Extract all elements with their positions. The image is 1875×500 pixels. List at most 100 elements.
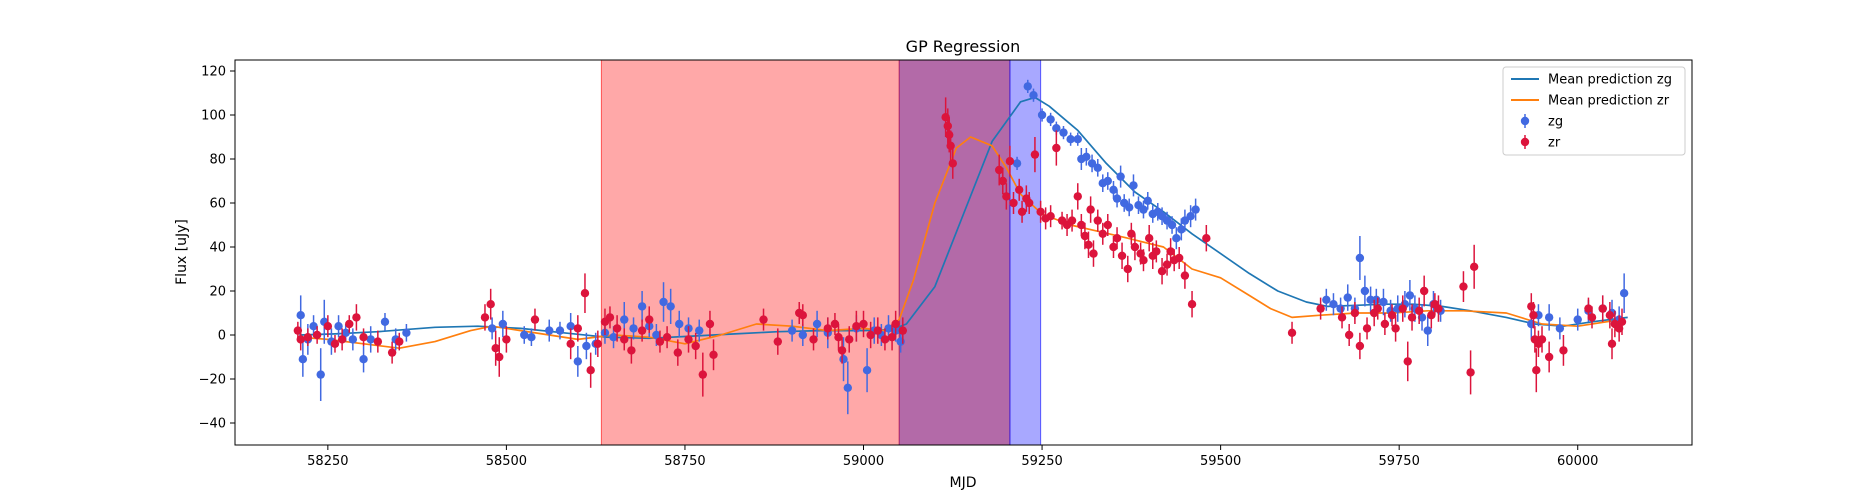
zg-marker [1191, 205, 1200, 214]
zg-point [316, 348, 325, 401]
zg-marker [1423, 326, 1432, 335]
zr-point [1529, 302, 1538, 329]
zr-marker [1466, 368, 1475, 377]
zr-marker [1380, 319, 1390, 329]
zr-marker [312, 330, 322, 340]
zr-marker [1162, 260, 1172, 269]
zr-point [1174, 247, 1184, 269]
zr-marker [1036, 207, 1045, 216]
zr-marker [1098, 229, 1107, 238]
zr-point [387, 341, 397, 364]
zr-point [898, 317, 907, 344]
shaded-region-3 [1009, 59, 1042, 446]
zr-point [1316, 297, 1325, 320]
zg-marker [1139, 205, 1148, 214]
zg-point [1093, 159, 1102, 177]
y-axis-label: Flux [uJy] [174, 219, 190, 285]
zg-point [1555, 317, 1565, 340]
zr-marker [1344, 330, 1354, 340]
zr-point [1344, 324, 1354, 346]
zr-marker [1109, 242, 1118, 252]
zr-marker [830, 319, 840, 329]
zr-point [495, 337, 504, 377]
zg-marker [366, 335, 375, 344]
zr-point [1373, 297, 1382, 320]
zg-point [1103, 172, 1112, 190]
zr-marker [1403, 357, 1412, 366]
zr-marker [1532, 366, 1541, 375]
mean-prediction-zr-line [299, 136, 1621, 350]
zg-marker [380, 317, 390, 326]
zr-marker [798, 311, 808, 320]
zr-point [845, 326, 854, 353]
zr-point [1052, 130, 1061, 166]
zr-marker [1077, 220, 1086, 230]
zr-point [1086, 196, 1095, 223]
zr-marker [1187, 300, 1197, 309]
zr-point [1144, 225, 1154, 252]
chart-title: GP Regression [906, 37, 1021, 56]
zg-marker [1343, 293, 1352, 302]
zg-marker [566, 322, 575, 331]
zg-marker [545, 326, 554, 335]
zr-point [880, 328, 890, 351]
zg-point [1082, 148, 1091, 166]
zr-marker [573, 324, 583, 333]
zg-point [359, 346, 368, 373]
zg-point [1143, 192, 1152, 210]
zg-marker [675, 319, 684, 329]
zr-marker [1407, 313, 1417, 322]
zr-marker [352, 313, 361, 322]
zr-point [823, 317, 832, 340]
zg-marker [298, 355, 308, 364]
zr-marker [1103, 220, 1112, 230]
zr-marker [586, 366, 595, 375]
zr-marker [1469, 262, 1479, 271]
zg-marker [609, 333, 618, 342]
zr-point [627, 337, 636, 364]
zg-marker [1087, 159, 1097, 168]
zr-marker [684, 335, 693, 344]
zr-marker [387, 348, 397, 357]
zr-point [1587, 306, 1597, 329]
zr-marker [1080, 231, 1090, 241]
zr-marker [1130, 242, 1140, 252]
zr-point [830, 313, 840, 335]
zr-marker [1391, 324, 1400, 333]
zr-marker [1316, 304, 1325, 313]
zr-marker [943, 121, 952, 131]
y-tick-label: 80 [209, 153, 226, 168]
zg-point [666, 288, 675, 324]
zr-marker [395, 337, 404, 346]
zg-point [1112, 189, 1122, 208]
zg-point [1322, 288, 1331, 311]
zg-marker [862, 366, 872, 375]
zg-point [1544, 304, 1554, 331]
zr-marker [1112, 234, 1122, 243]
zr-marker [1046, 212, 1055, 221]
zr-marker [1373, 304, 1382, 313]
zg-marker [659, 297, 668, 307]
zr-marker [1093, 216, 1102, 225]
zr-marker [1527, 302, 1536, 311]
zg-marker [1405, 291, 1415, 300]
zg-marker [527, 333, 536, 342]
zr-point [502, 326, 511, 353]
zg-marker [843, 383, 852, 392]
zg-point [1180, 209, 1190, 232]
zr-marker [837, 346, 847, 355]
zr-point [1017, 200, 1027, 223]
zg-point [1059, 126, 1068, 140]
zr-point [1459, 271, 1468, 302]
zg-point [366, 326, 375, 353]
zg-marker [1544, 313, 1554, 322]
zg-point [402, 324, 411, 342]
zr-point [1162, 253, 1172, 276]
zr-point [1093, 209, 1102, 232]
zr-point [866, 321, 875, 349]
shaded-regions [600, 59, 1042, 446]
zr-marker [1123, 264, 1132, 274]
zr-marker [1136, 249, 1145, 258]
x-tick-label: 59250 [1021, 454, 1062, 469]
zg-point [843, 361, 852, 415]
